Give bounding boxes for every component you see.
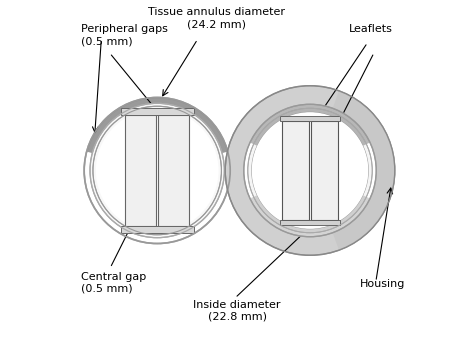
- Bar: [311, 121, 338, 220]
- Circle shape: [84, 98, 230, 243]
- Text: Inside diameter
(22.8 mm): Inside diameter (22.8 mm): [193, 299, 281, 321]
- Bar: [280, 220, 340, 225]
- Text: Housing: Housing: [360, 279, 406, 289]
- Polygon shape: [333, 91, 395, 250]
- Circle shape: [252, 112, 368, 229]
- Bar: [280, 116, 340, 121]
- Text: Peripheral gaps
(0.5 mm): Peripheral gaps (0.5 mm): [81, 25, 168, 46]
- Bar: [158, 115, 189, 226]
- Bar: [121, 226, 193, 233]
- Circle shape: [90, 103, 224, 238]
- Polygon shape: [87, 98, 228, 154]
- Circle shape: [252, 112, 368, 229]
- Circle shape: [225, 86, 395, 255]
- Text: Tissue annulus diameter
(24.2 mm): Tissue annulus diameter (24.2 mm): [148, 8, 285, 29]
- Polygon shape: [250, 195, 370, 237]
- Circle shape: [244, 104, 376, 237]
- Bar: [125, 115, 156, 226]
- Bar: [121, 108, 193, 115]
- Circle shape: [96, 109, 219, 232]
- Text: Central gap
(0.5 mm): Central gap (0.5 mm): [81, 272, 146, 294]
- Bar: [282, 121, 309, 220]
- Text: Leaflets: Leaflets: [349, 25, 393, 34]
- Circle shape: [93, 106, 221, 235]
- Polygon shape: [250, 104, 370, 146]
- Circle shape: [248, 108, 372, 233]
